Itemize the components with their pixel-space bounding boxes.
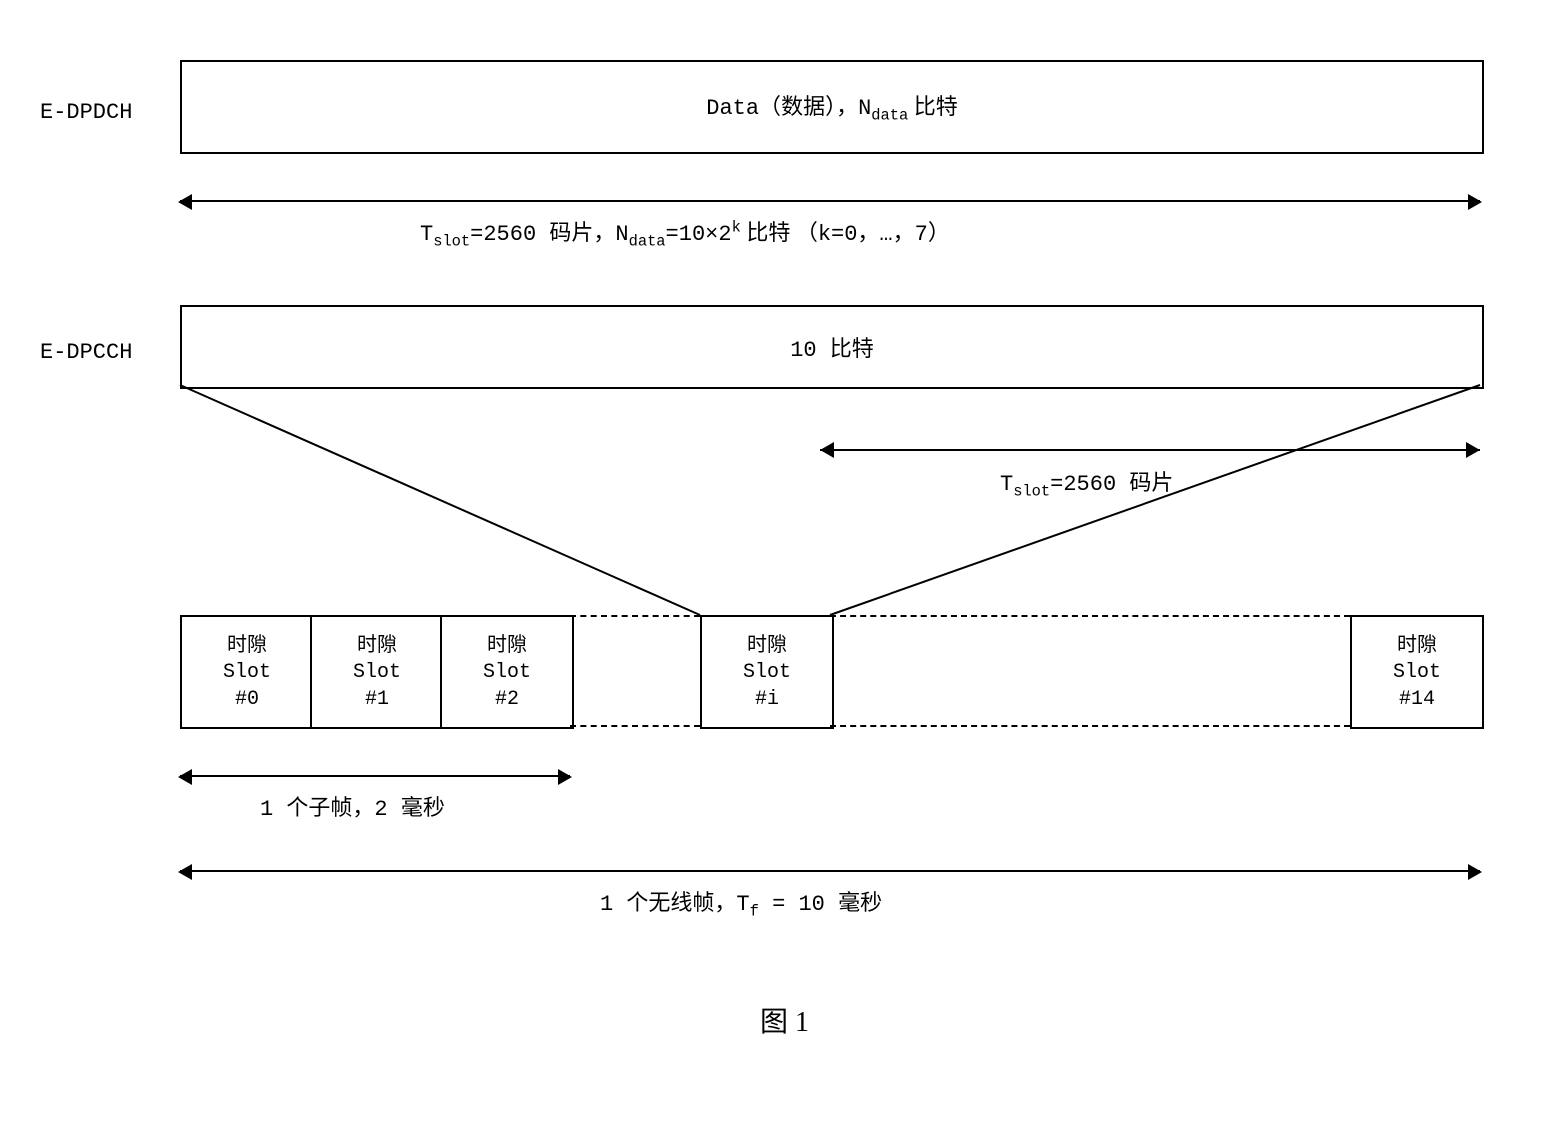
slot-gap-1-top [570,615,700,617]
slot-gap-2-bot [830,725,1350,727]
edpcch-box: 10 比特 [180,305,1484,389]
edpdch-box: Data（数据），Ndata 比特 [180,60,1484,154]
edpdch-box-text: Data（数据），Ndata 比特 [706,89,958,124]
tslot-caption-1: Tslot=2560 码片，Ndata=10×2k 比特 （k=0，…，7） [420,215,950,250]
slot-gap-1-bot [570,725,700,727]
radioframe-arrow [180,870,1480,872]
figure-label: 图 1 [760,1000,809,1040]
slot-14: 时隙 Slot #14 [1350,615,1484,729]
frame-structure-diagram: E-DPDCH E-DPCCH Data（数据），Ndata 比特 Tslot=… [40,40,1505,1105]
edpcch-label: E-DPCCH [40,340,132,365]
tslot-arrow-1 [180,200,1480,202]
edpdch-label: E-DPDCH [40,100,132,125]
edpcch-box-text: 10 比特 [790,331,874,363]
radioframe-caption: 1 个无线帧，Tf = 10 毫秒 [600,885,882,920]
slot-i: 时隙 Slot #i [700,615,834,729]
slot-1: 时隙 Slot #1 [310,615,444,729]
subframe-caption: 1 个子帧，2 毫秒 [260,790,445,822]
slot-2: 时隙 Slot #2 [440,615,574,729]
slot-0: 时隙 Slot #0 [180,615,314,729]
slot-gap-2-top [830,615,1350,617]
tslot-caption-2: Tslot=2560 码片 [1000,465,1173,500]
subframe-arrow [180,775,570,777]
